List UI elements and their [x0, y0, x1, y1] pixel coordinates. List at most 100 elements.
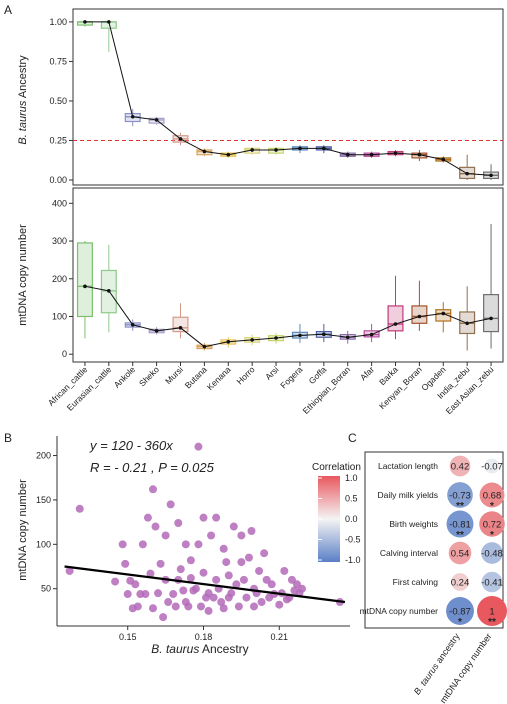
- mtdna-ytick-label-300: 300: [52, 236, 67, 246]
- heatmap-circle: [477, 596, 507, 626]
- mtdna-median-point-goffa: [322, 332, 326, 337]
- scatter-point: [186, 556, 195, 565]
- heatmap-significance: **: [456, 530, 464, 541]
- scatter-point: [65, 566, 74, 575]
- category-label-mursi: Mursi: [163, 364, 185, 386]
- heatmap-value: -0.07: [481, 462, 503, 473]
- mtdna-median-point-sheko: [154, 329, 159, 333]
- heatmap-significance: **: [488, 617, 496, 628]
- mtdna-box-kenyan-boran: [411, 280, 428, 331]
- panel-label-b: B: [4, 431, 12, 445]
- ancestry-median-point-sheko: [154, 118, 159, 122]
- scatter-point: [280, 566, 289, 575]
- scatter-point: [194, 540, 203, 549]
- scatter-point: [219, 604, 228, 613]
- mtdna-box-body: [435, 309, 452, 322]
- legend-colorbar: [318, 476, 340, 562]
- heatmap-circle: [479, 482, 505, 508]
- category-label-fogera: Fogera: [278, 364, 304, 390]
- scatter-xtick-label-0-21: 0.21: [271, 632, 289, 642]
- heatmap-circle: [451, 573, 469, 591]
- heatmap-value: -0.48: [481, 549, 503, 560]
- scatter-point: [219, 544, 228, 553]
- mtdna-median-point-ogaden: [441, 311, 446, 316]
- ancestry-ytick-label-0-25: 0.25: [49, 135, 67, 145]
- mtdna-box-body: [387, 305, 404, 332]
- category-label-ankole: Ankole: [112, 364, 138, 390]
- scatter-point: [118, 540, 127, 549]
- legend-tick-label-1-0: 1.0: [345, 473, 358, 483]
- mtdna-box-body: [411, 305, 428, 324]
- ancestry-box-eurasian-cattle: [100, 21, 117, 52]
- heatmap-cell-daily-milk-yields-1: 0.68*: [479, 482, 505, 512]
- scatter-point: [199, 513, 208, 522]
- scatter-xtick-label-0-18: 0.18: [195, 632, 213, 642]
- ancestry-median-point-ankole: [130, 114, 135, 119]
- scatter-point: [199, 568, 208, 577]
- scatter-point: [166, 500, 175, 509]
- heatmap-value: -0.87: [449, 607, 471, 618]
- heatmap-circle: [447, 482, 473, 508]
- mtdna-median-point-butana: [202, 344, 207, 349]
- panel-b-scatter-chart: y = 120 - 360x R = - 0.21 , P = 0.025 mt…: [17, 436, 350, 656]
- heatmap-cell-daily-milk-yields-0: -0.73**: [447, 482, 473, 512]
- ancestry-median-point-horro: [250, 148, 254, 152]
- panel-a-top-ancestry-chart: B. taurus Ancestry 0.00 0.25 0.50 0.75 1.00: [17, 8, 504, 186]
- ancestry-ytick-label-0-50: 0.50: [49, 96, 67, 106]
- category-label-kenana: Kenana: [205, 364, 233, 392]
- mtdna-box-mursi: [172, 303, 189, 339]
- scatter-point: [148, 485, 157, 494]
- scatter-point: [123, 590, 132, 599]
- ancestry-median-point-india-zebu: [465, 171, 469, 176]
- scatter-point: [159, 613, 168, 622]
- heatmap-value: 1: [489, 607, 494, 618]
- panel-b-equation: y = 120 - 360x: [89, 438, 173, 453]
- ancestry-median-point-fogera: [298, 146, 302, 151]
- heatmap-row-label-mtdna-copy-number: mtDNA copy number: [360, 606, 439, 616]
- heatmap-row-label-calving-interval: Calving interval: [380, 548, 438, 558]
- scatter-point: [204, 606, 213, 615]
- legend-tick-label-1-0: -1.0: [345, 555, 361, 565]
- panel-label-a: A: [4, 3, 12, 17]
- heatmap-row-label-lactation-length: Lactation length: [378, 461, 438, 471]
- scatter-xtick-label-0-15: 0.15: [119, 632, 137, 642]
- scatter-point: [275, 600, 284, 609]
- mtdna-median-point-african-cattle: [83, 284, 87, 289]
- heatmap-row-label-first-calving: First calving: [393, 577, 439, 587]
- ancestry-median-point-afar: [369, 152, 374, 157]
- median-line-ancestry: [84, 21, 492, 176]
- scatter-point: [181, 540, 190, 549]
- scatter-point: [229, 522, 238, 531]
- mtdna-median-point-afar: [369, 332, 374, 337]
- scatter-point: [138, 540, 147, 549]
- ancestry-ytick-label-0-00: 0.00: [49, 175, 67, 185]
- ancestry-median-point-african-cattle: [83, 20, 87, 24]
- scatter-ytick-label-100: 100: [36, 539, 51, 549]
- panel-label-c: C: [348, 431, 357, 445]
- scatter-point: [133, 602, 142, 611]
- ancestry-median-point-ogaden: [441, 157, 446, 162]
- mtdna-median-point-ethiopian-boran: [345, 335, 350, 340]
- legend-title: Correlation: [312, 462, 361, 473]
- scatter-point: [224, 571, 233, 580]
- mtdna-box-barka: [387, 275, 404, 340]
- ancestry-ytick-label-1-00: 1.00: [49, 17, 67, 27]
- category-label-arsi: Arsi: [263, 364, 281, 382]
- scatter-point: [250, 602, 259, 611]
- legend-tick-label-0-0: 0.0: [345, 514, 358, 524]
- heatmap-value: -0.81: [449, 520, 471, 531]
- scatter-point: [239, 575, 248, 584]
- category-label-horro: Horro: [234, 364, 256, 386]
- panel-a-bottom-ylabel: mtDNA copy number: [17, 224, 29, 326]
- category-label-sheko: Sheko: [137, 364, 161, 388]
- heatmap-circle: [481, 542, 503, 564]
- mtdna-box-body: [483, 294, 500, 333]
- legend-tick-label-0-5: 0.5: [345, 494, 358, 504]
- heatmap-circle: [446, 510, 474, 538]
- scatter-point: [151, 522, 160, 531]
- heatmap-cell-mtdna-copy-number-1: 1**: [477, 596, 507, 628]
- ancestry-ytick-label-0-75: 0.75: [49, 56, 67, 66]
- ancestry-median-point-ethiopian-boran: [345, 152, 350, 157]
- heatmap-circle: [481, 571, 503, 593]
- scatter-point: [257, 598, 266, 607]
